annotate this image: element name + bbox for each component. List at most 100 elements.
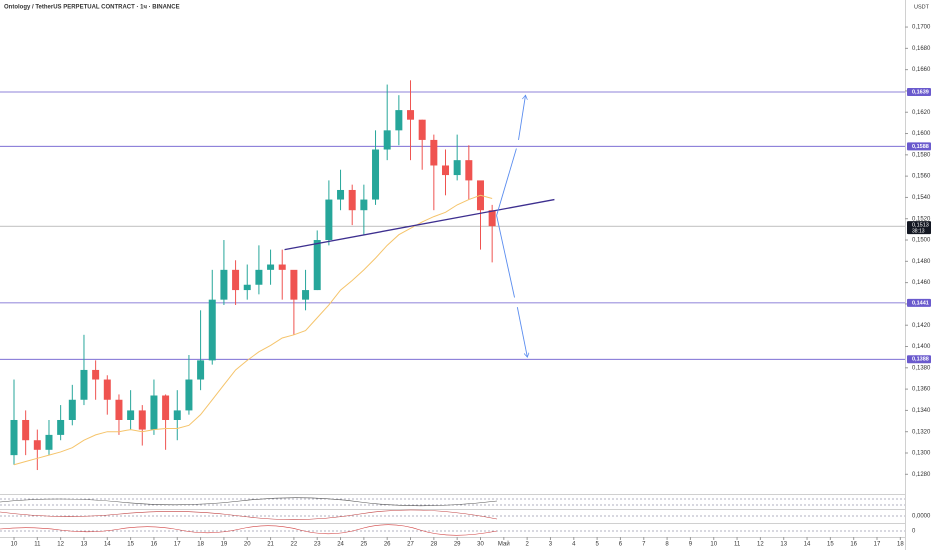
- currency: USDT: [914, 4, 930, 10]
- x-tick-label: 13: [780, 542, 787, 548]
- candle-body: [360, 199, 368, 211]
- x-tick-label: 25: [361, 542, 368, 548]
- candle-body: [313, 240, 321, 291]
- candle-body: [33, 440, 41, 450]
- candle-body: [92, 369, 100, 380]
- candle-body: [45, 434, 53, 450]
- x-tick-label: 14: [804, 542, 811, 548]
- y-tick-label: 0,1620: [912, 110, 931, 116]
- x-tick-label: 28: [430, 542, 437, 548]
- projection-arrow: [496, 215, 515, 298]
- x-tick-label: 4: [572, 542, 576, 548]
- x-tick-label: 14: [104, 542, 111, 548]
- y-tick-label: 0,1540: [912, 195, 931, 201]
- oscillator-line: [0, 524, 498, 536]
- countdown: 38:13: [912, 229, 925, 235]
- x-tick-label: 12: [57, 542, 64, 548]
- level-label: 0,1588: [912, 144, 929, 150]
- candle-body: [325, 199, 333, 241]
- x-tick-label: 13: [81, 542, 88, 548]
- y-tick-label: 0,1560: [912, 174, 931, 180]
- candle-body: [197, 360, 205, 380]
- level-label: 0,1639: [912, 89, 929, 95]
- x-tick-label: 21: [267, 542, 274, 548]
- last-price-label: 0,1513: [912, 223, 929, 229]
- x-tick-label: 5: [595, 542, 599, 548]
- x-tick-label: 6: [619, 542, 623, 548]
- oscillator-line: [0, 497, 498, 507]
- candle-body: [267, 264, 275, 270]
- y-tick-label: 0,1340: [912, 408, 931, 414]
- candle-body: [57, 419, 65, 435]
- indicator-label: 0,0000: [912, 514, 931, 520]
- candle-body: [68, 399, 76, 420]
- last-price-tag: [907, 221, 931, 235]
- candle-body: [22, 419, 30, 441]
- y-tick-label: 0,1400: [912, 344, 931, 350]
- oscillator-line: [0, 509, 498, 520]
- moving-average: [13, 194, 493, 466]
- y-tick-label: 0,1660: [912, 67, 931, 73]
- candle-body: [185, 379, 193, 411]
- y-tick-label: 0,1580: [912, 152, 931, 158]
- y-tick-label: 0,1680: [912, 46, 931, 52]
- candle-body: [255, 269, 263, 285]
- x-tick-label: 11: [34, 542, 41, 548]
- candle-body: [418, 119, 426, 140]
- y-tick-label: 0,1300: [912, 451, 931, 457]
- x-tick-label: 30: [477, 542, 484, 548]
- x-tick-label: 8: [665, 542, 669, 548]
- y-tick-label: 0,1380: [912, 365, 931, 371]
- x-tick-label: 17: [874, 542, 881, 548]
- x-tick-label: 18: [897, 542, 904, 548]
- candle-body: [220, 269, 228, 300]
- y-tick-label: 0,1360: [912, 387, 931, 393]
- x-tick-label: 15: [127, 542, 134, 548]
- x-tick-label: 10: [11, 542, 18, 548]
- candle-body: [348, 189, 356, 211]
- level-label: 0,1388: [912, 357, 929, 363]
- indicator-label: 0: [912, 529, 916, 535]
- x-tick-label: 11: [734, 542, 741, 548]
- y-tick-label: 0,1480: [912, 259, 931, 265]
- x-tick-label: 17: [174, 542, 181, 548]
- x-tick-label: Май: [498, 541, 510, 548]
- x-tick-label: 7: [642, 542, 646, 548]
- candle-body: [138, 410, 146, 430]
- candle-body: [278, 264, 286, 270]
- level-tag: [907, 88, 931, 97]
- x-tick-label: 19: [221, 542, 228, 548]
- candle-body: [127, 410, 135, 420]
- x-tick-label: 10: [710, 542, 717, 548]
- candle-body: [173, 410, 181, 420]
- level-tag: [907, 142, 931, 151]
- candle-body: [208, 299, 216, 361]
- projection-arrow: [518, 95, 526, 140]
- y-tick-label: 0,1460: [912, 280, 931, 286]
- candle-body: [103, 379, 111, 400]
- x-tick-label: 3: [549, 542, 553, 548]
- candle-body: [10, 419, 18, 456]
- level-tag: [907, 298, 931, 307]
- candle-body: [453, 160, 461, 176]
- candle-body: [395, 110, 403, 131]
- level-tag: [907, 355, 931, 364]
- x-tick-label: 15: [827, 542, 834, 548]
- candle-body: [372, 149, 380, 200]
- candle-body: [80, 369, 88, 400]
- candle-body: [290, 269, 298, 300]
- projection-arrow: [516, 307, 527, 357]
- y-tick-label: 0,1700: [912, 25, 931, 31]
- x-tick-label: 26: [384, 542, 391, 548]
- candle-body: [162, 395, 170, 420]
- x-tick-label: 27: [407, 542, 414, 548]
- x-tick-label: 16: [151, 542, 158, 548]
- x-tick-label: 12: [757, 542, 764, 548]
- y-tick-label: 0,1600: [912, 131, 931, 137]
- candle-body: [232, 269, 240, 291]
- x-tick-label: 18: [197, 542, 204, 548]
- x-tick-label: 9: [689, 542, 693, 548]
- x-tick-label: 2: [525, 542, 529, 548]
